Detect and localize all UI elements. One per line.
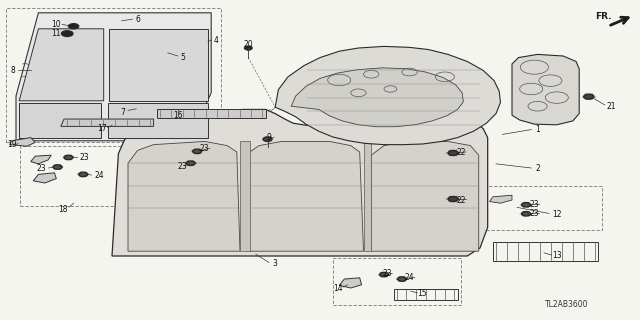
Text: 17: 17 (97, 124, 108, 133)
Polygon shape (240, 141, 250, 251)
Text: 22: 22 (456, 148, 465, 156)
Text: 24: 24 (94, 171, 104, 180)
Polygon shape (112, 109, 488, 256)
Polygon shape (108, 103, 208, 138)
Circle shape (522, 212, 531, 216)
Polygon shape (250, 141, 364, 251)
Polygon shape (31, 155, 51, 164)
Text: 20: 20 (243, 40, 253, 49)
Circle shape (522, 203, 531, 207)
Polygon shape (246, 47, 251, 51)
Polygon shape (10, 138, 35, 146)
Polygon shape (19, 29, 104, 101)
Polygon shape (128, 141, 240, 251)
Circle shape (397, 277, 406, 281)
Text: 21: 21 (607, 102, 616, 111)
Text: 15: 15 (417, 289, 428, 298)
Text: 7: 7 (120, 108, 125, 116)
Circle shape (186, 161, 195, 165)
Circle shape (584, 94, 594, 99)
Text: 23: 23 (36, 164, 47, 173)
Circle shape (380, 272, 388, 277)
Circle shape (79, 172, 88, 177)
Circle shape (448, 150, 458, 156)
Circle shape (64, 155, 73, 160)
Text: 10: 10 (51, 20, 61, 29)
Text: 5: 5 (180, 53, 185, 62)
Text: 14: 14 (333, 284, 343, 293)
Circle shape (244, 46, 252, 50)
Text: 12: 12 (552, 210, 561, 219)
Polygon shape (339, 278, 362, 288)
Text: 22: 22 (456, 196, 465, 204)
Text: 23: 23 (200, 144, 210, 153)
Circle shape (193, 149, 202, 154)
Circle shape (61, 31, 73, 36)
Text: 16: 16 (173, 111, 183, 120)
Polygon shape (157, 109, 266, 118)
Text: 3: 3 (273, 260, 278, 268)
Text: 8: 8 (10, 66, 15, 75)
Text: TL2AB3600: TL2AB3600 (545, 300, 588, 309)
Text: 1: 1 (535, 125, 540, 134)
Polygon shape (275, 46, 500, 145)
Text: 23: 23 (177, 162, 188, 171)
Text: 19: 19 (6, 140, 17, 149)
Polygon shape (371, 141, 479, 251)
Polygon shape (364, 141, 371, 251)
Text: 23: 23 (382, 269, 392, 278)
Text: 9: 9 (266, 133, 271, 142)
Polygon shape (16, 13, 211, 141)
Text: FR.: FR. (595, 12, 611, 20)
Text: 18: 18 (58, 205, 67, 214)
Polygon shape (490, 195, 512, 203)
Text: 24: 24 (404, 273, 415, 282)
Polygon shape (512, 54, 579, 125)
Polygon shape (291, 68, 463, 127)
Polygon shape (109, 29, 208, 101)
Circle shape (68, 24, 79, 29)
Text: 11: 11 (52, 29, 61, 38)
Text: 4: 4 (214, 36, 219, 44)
Text: 23: 23 (529, 209, 540, 218)
Polygon shape (19, 103, 101, 138)
Circle shape (263, 137, 272, 141)
Polygon shape (33, 173, 56, 183)
Circle shape (448, 196, 458, 202)
Polygon shape (61, 119, 154, 126)
Text: 23: 23 (529, 200, 540, 209)
Text: 2: 2 (535, 164, 540, 172)
Circle shape (53, 165, 62, 169)
Text: 13: 13 (552, 252, 562, 260)
Text: 23: 23 (79, 153, 90, 162)
Text: 6: 6 (135, 15, 140, 24)
